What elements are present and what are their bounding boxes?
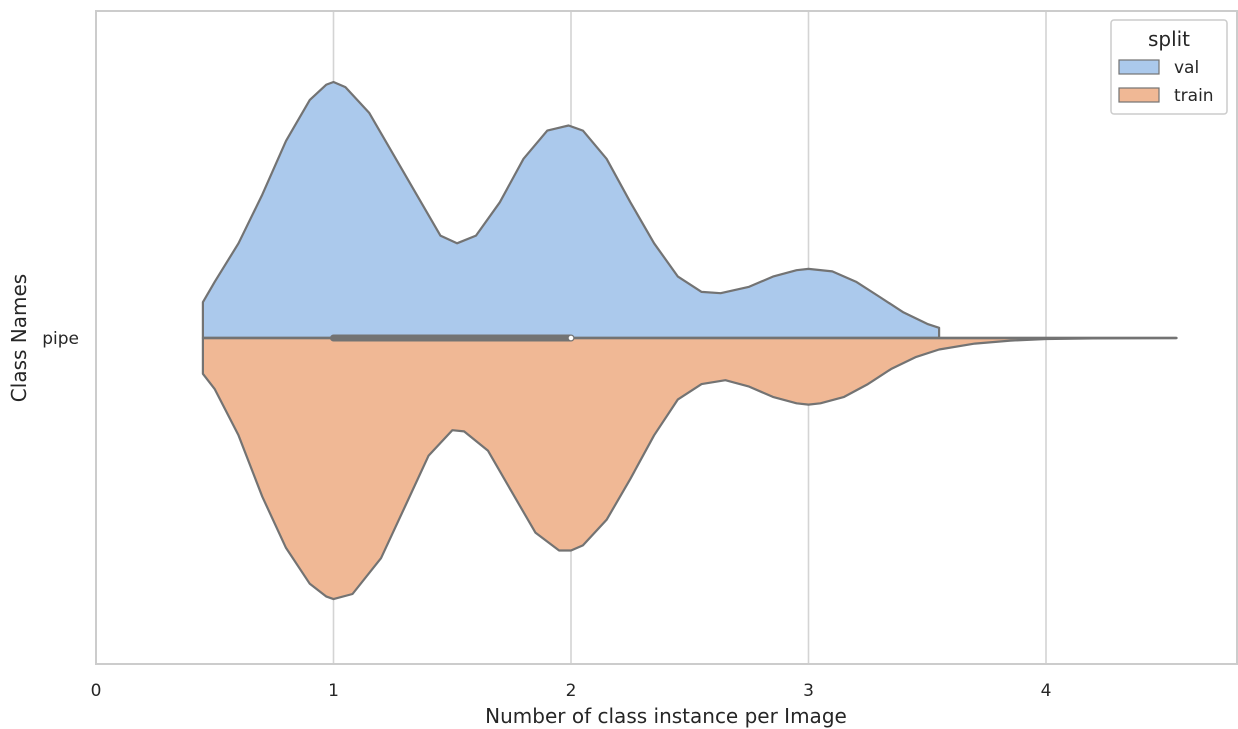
x-tick-label: 4 [1041, 681, 1052, 701]
plot-frame [95, 10, 1238, 665]
legend-swatch-train [1118, 87, 1160, 103]
legend-label-val: val [1174, 58, 1199, 78]
y-category-label: pipe [42, 329, 79, 349]
violin-train [201, 336, 1178, 601]
violin-layer [201, 80, 1178, 601]
median-marker [567, 334, 575, 342]
legend: split val train [1110, 19, 1228, 115]
x-tick-label: 3 [803, 681, 814, 701]
y-axis-label: Class Names [7, 274, 31, 402]
y-category-labels: pipe [42, 329, 79, 349]
box-layer [202, 334, 1177, 342]
legend-swatch-val [1118, 59, 1160, 75]
x-tick-label: 0 [91, 681, 102, 701]
legend-label-train: train [1174, 86, 1214, 106]
x-tick-label: 2 [566, 681, 577, 701]
violin-val [201, 80, 941, 340]
legend-entries: val train [1118, 58, 1214, 106]
x-tick-label: 1 [328, 681, 339, 701]
x-axis-label: Number of class instance per Image [485, 704, 847, 728]
x-tick-labels: 0 1 2 3 4 [91, 681, 1052, 701]
legend-title: split [1148, 27, 1190, 51]
